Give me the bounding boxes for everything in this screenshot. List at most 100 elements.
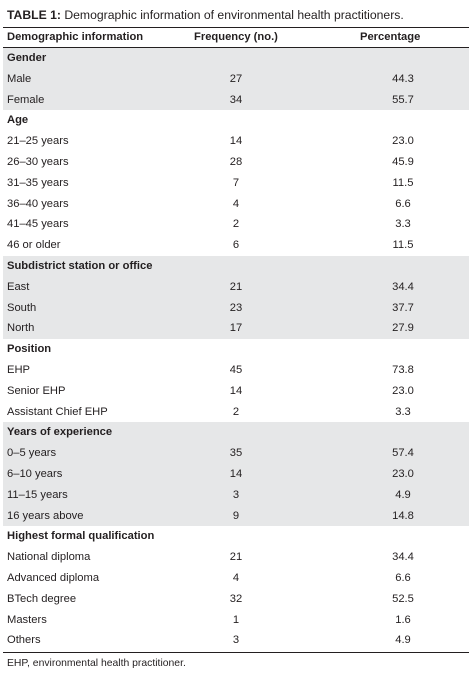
table-row: 46 or older 6 11.5 <box>3 235 469 256</box>
table-header-row: Demographic information Frequency (no.) … <box>3 28 469 47</box>
table-row: 36–40 years 4 6.6 <box>3 194 469 215</box>
frequency-cell: 34 <box>229 93 243 106</box>
table-row: EHP 45 73.8 <box>3 360 469 381</box>
row-label: 16 years above <box>7 509 84 522</box>
table-row: East 21 34.4 <box>3 276 469 298</box>
section-label: Gender <box>7 52 47 64</box>
table-row: Masters 1 1.6 <box>3 610 469 631</box>
frequency-cell: 28 <box>229 155 243 168</box>
frequency-cell: 3 <box>232 488 240 501</box>
percentage-cell: 23.0 <box>392 384 414 397</box>
row-label: North <box>7 322 35 335</box>
section-header-row: Years of experience <box>3 422 469 444</box>
row-label: Male <box>7 72 32 85</box>
row-label: South <box>7 301 37 314</box>
table-row: 0–5 years 35 57.4 <box>3 443 469 464</box>
column-header-percentage: Percentage <box>360 31 421 43</box>
frequency-cell: 14 <box>229 384 243 397</box>
section-header-row: Age <box>3 110 469 131</box>
row-label: 6–10 years <box>7 467 63 480</box>
percentage-cell: 57.4 <box>392 447 414 460</box>
table-row: South 23 37.7 <box>3 297 469 319</box>
table-caption-label: TABLE 1: <box>7 8 61 22</box>
percentage-cell: 23.0 <box>392 135 414 148</box>
table-bottom-rule <box>3 652 469 653</box>
frequency-cell: 14 <box>229 467 243 480</box>
row-label: Masters <box>7 613 47 626</box>
row-label: 21–25 years <box>7 135 69 148</box>
percentage-cell: 37.7 <box>392 301 414 314</box>
table-footnote: EHP, environmental health practitioner. <box>7 658 186 669</box>
section-label: Age <box>7 114 29 127</box>
percentage-cell: 3.3 <box>395 218 411 231</box>
table-row: Female 34 55.7 <box>3 89 469 111</box>
percentage-cell: 55.7 <box>392 93 414 106</box>
row-label: East <box>7 280 30 293</box>
section-header-row: Gender <box>3 48 469 69</box>
row-label: EHP <box>7 363 31 376</box>
frequency-cell: 45 <box>229 363 243 376</box>
section-label: Highest formal qualification <box>7 530 155 543</box>
section-label: Years of experience <box>7 426 113 439</box>
percentage-cell: 6.6 <box>395 197 411 210</box>
row-label: 0–5 years <box>7 447 57 460</box>
frequency-cell: 4 <box>232 197 240 210</box>
section-header-row: Subdistrict station or office <box>3 255 469 277</box>
row-label: National diploma <box>7 551 91 564</box>
section-label: Subdistrict station or office <box>7 259 153 272</box>
frequency-cell: 17 <box>229 322 243 335</box>
row-label: Female <box>7 93 45 106</box>
percentage-cell: 6.6 <box>395 571 411 584</box>
percentage-cell: 4.9 <box>395 488 411 501</box>
row-label: Advanced diploma <box>7 571 100 584</box>
column-header-frequency: Frequency (no.) <box>194 31 278 43</box>
row-label: 26–30 years <box>7 155 69 168</box>
table-body: Gender Male 27 44.3 Female 34 55.7 Age 21–25 yea… <box>3 48 469 651</box>
frequency-cell: 35 <box>229 447 243 460</box>
section-label: Position <box>7 343 52 356</box>
percentage-cell: 23.0 <box>392 467 414 480</box>
row-label: Senior EHP <box>7 384 66 397</box>
table-row: 41–45 years 2 3.3 <box>3 214 469 235</box>
frequency-cell: 3 <box>232 634 240 647</box>
section-header-row: Position <box>3 339 469 360</box>
table-row: Assistant Chief EHP 2 3.3 <box>3 402 469 423</box>
table-row: Advanced diploma 4 6.6 <box>3 568 469 589</box>
percentage-cell: 4.9 <box>395 634 411 647</box>
table-row: Male 27 44.3 <box>3 68 469 90</box>
table-row: 6–10 years 14 23.0 <box>3 463 469 485</box>
frequency-cell: 1 <box>232 613 240 626</box>
percentage-cell: 73.8 <box>392 363 414 376</box>
percentage-cell: 52.5 <box>392 592 414 605</box>
table-row: Others 3 4.9 <box>3 630 469 651</box>
table-row: North 17 27.9 <box>3 318 469 340</box>
row-label: Others <box>7 634 41 647</box>
percentage-cell: 27.9 <box>392 322 414 335</box>
frequency-cell: 6 <box>232 239 240 252</box>
table-row: 21–25 years 14 23.0 <box>3 131 469 152</box>
section-header-row: Highest formal qualification <box>3 526 469 547</box>
table-row: National diploma 21 34.4 <box>3 547 469 568</box>
frequency-cell: 32 <box>229 592 243 605</box>
row-label: 46 or older <box>7 239 61 252</box>
row-label: 31–35 years <box>7 176 69 189</box>
frequency-cell: 21 <box>229 280 243 293</box>
frequency-cell: 9 <box>232 509 240 522</box>
table-row: 11–15 years 3 4.9 <box>3 484 469 506</box>
frequency-cell: 2 <box>232 405 240 418</box>
row-label: Assistant Chief EHP <box>7 405 108 418</box>
percentage-cell: 34.4 <box>392 551 414 564</box>
table-row: Senior EHP 14 23.0 <box>3 381 469 402</box>
table-row: 31–35 years 7 11.5 <box>3 173 469 194</box>
table-row: 26–30 years 28 45.9 <box>3 152 469 173</box>
percentage-cell: 34.4 <box>392 280 414 293</box>
table-header-rule <box>3 47 469 48</box>
frequency-cell: 4 <box>232 571 240 584</box>
row-label: BTech degree <box>7 592 77 605</box>
column-header-demographic: Demographic information <box>7 31 144 43</box>
table-top-rule <box>3 27 469 28</box>
table-row: 16 years above 9 14.8 <box>3 505 469 527</box>
frequency-cell: 27 <box>229 72 243 85</box>
table-caption: TABLE 1: Demographic information of envi… <box>7 8 404 22</box>
percentage-cell: 14.8 <box>392 509 414 522</box>
